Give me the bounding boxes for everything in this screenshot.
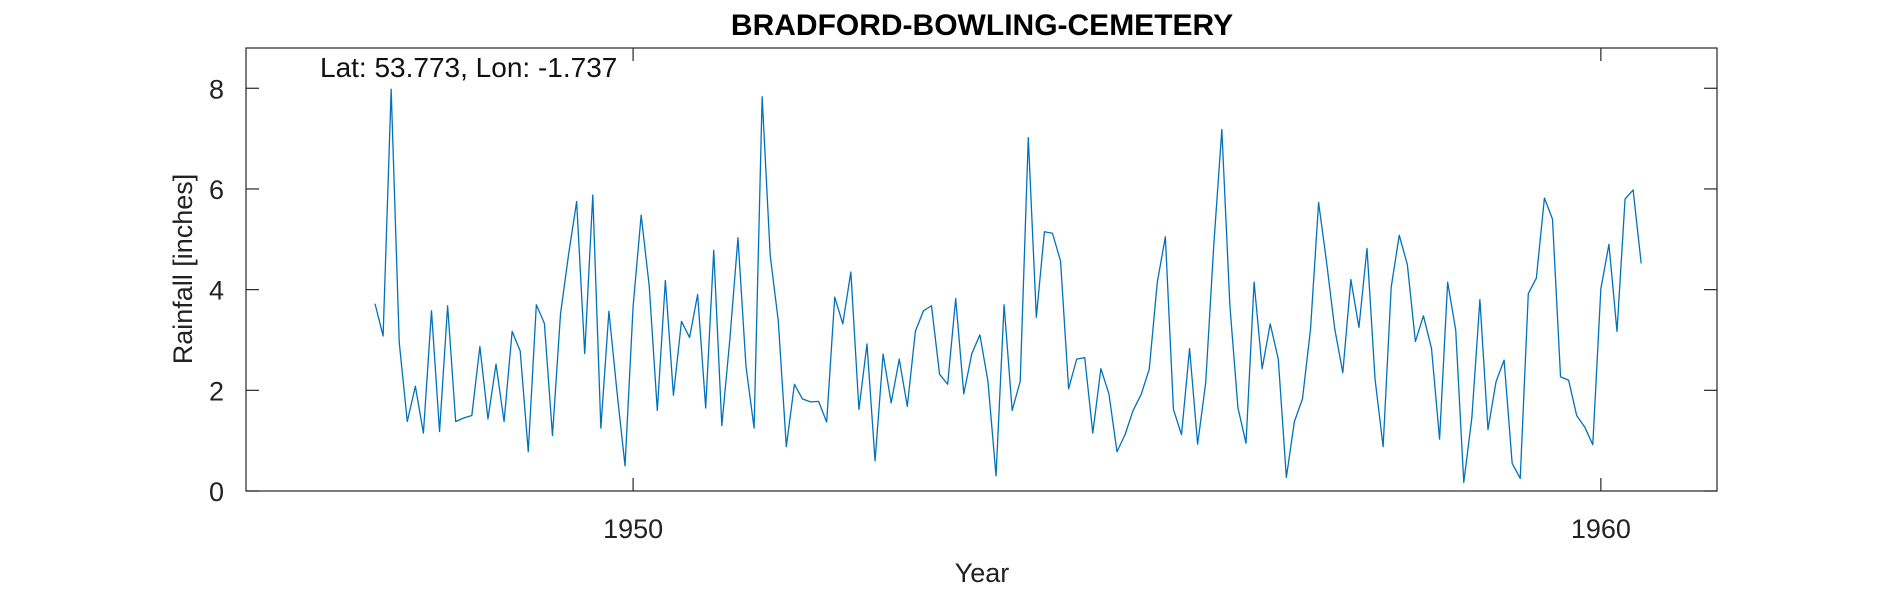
y-tick-label: 6 — [209, 175, 224, 205]
series-line — [374, 88, 1642, 484]
tick-labels: 0 2 4 6 8 1950 1960 — [209, 74, 1631, 544]
chart-title: BRADFORD-BOWLING-CEMETERY — [731, 9, 1233, 42]
x-tick-label: 1950 — [603, 514, 663, 544]
y-tick-label: 4 — [209, 276, 224, 306]
y-tick-label: 8 — [209, 74, 224, 104]
location-annotation: Lat: 53.773, Lon: -1.737 — [320, 52, 617, 83]
axes — [245, 47, 1718, 492]
x-axis-label: Year — [955, 558, 1010, 588]
axes-box — [245, 47, 1718, 492]
y-tick-label: 2 — [209, 376, 224, 406]
y-axis-label: Rainfall [inches] — [168, 174, 198, 365]
tick-marks — [246, 48, 1717, 492]
x-tick-label: 1960 — [1571, 514, 1631, 544]
plot-area — [246, 48, 1717, 491]
y-tick-label: 0 — [209, 477, 224, 507]
